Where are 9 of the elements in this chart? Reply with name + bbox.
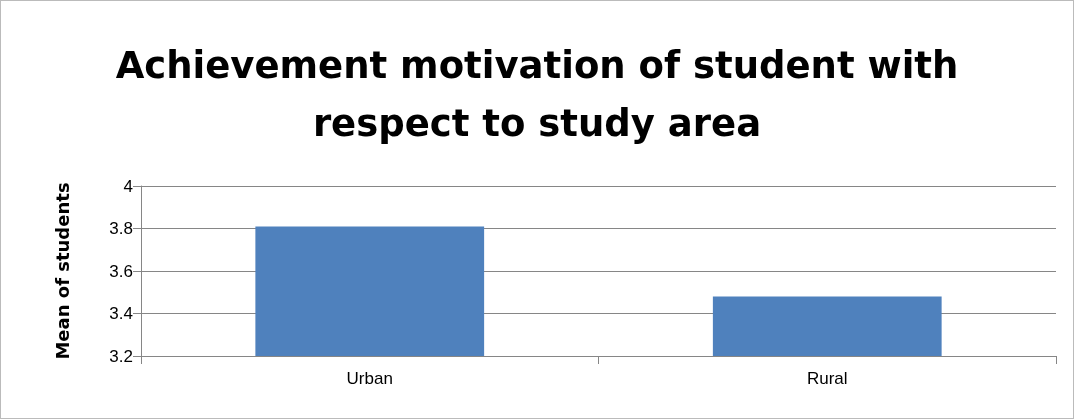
- y-axis-title: Mean of students: [51, 182, 73, 360]
- y-tick-label: 3.4: [109, 304, 133, 323]
- x-tick-label: Rural: [806, 369, 848, 388]
- x-tick-label: Urban: [346, 369, 393, 388]
- y-tick-label: 3.6: [109, 261, 133, 281]
- chart-title: Achievement motivation of student with respect to study area: [115, 43, 959, 145]
- y-tick-label: 4: [123, 176, 133, 196]
- y-tick-label: 3.8: [109, 219, 133, 238]
- y-tick-label: 3.2: [109, 346, 133, 366]
